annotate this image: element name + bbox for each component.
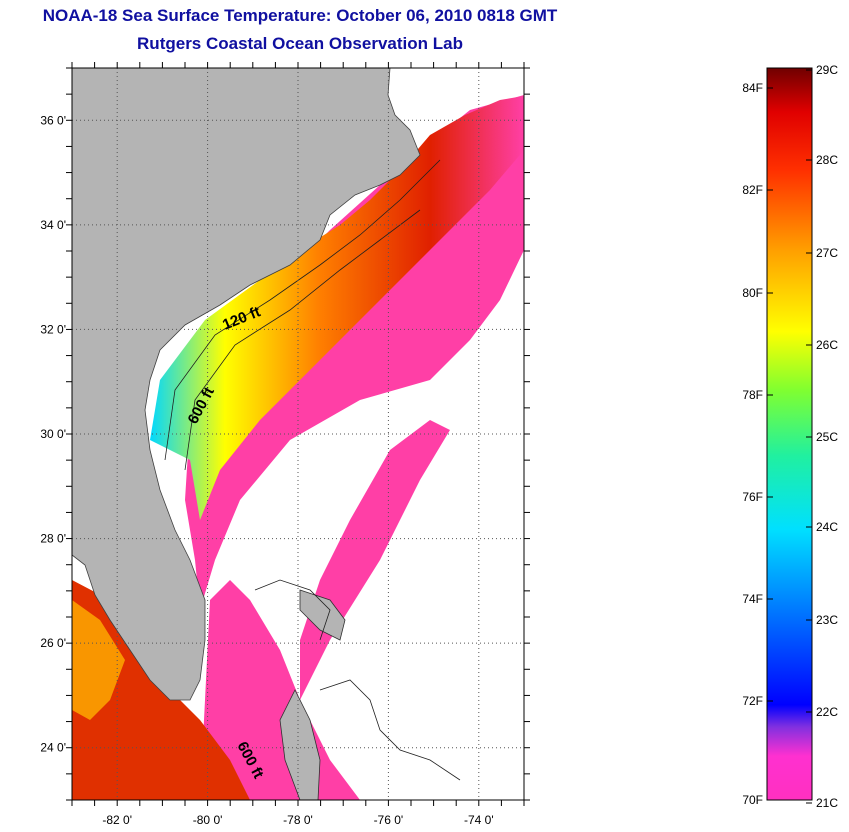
lat-tick-label: 24 0' [40, 741, 66, 755]
lat-tick-label: 32 0' [40, 322, 66, 336]
colorbar-label-c: 21C [816, 796, 838, 810]
lon-tick-label: -74 0' [464, 813, 494, 827]
contour-line [184, 209, 421, 471]
warm-shelf-water [150, 96, 524, 520]
colorbar-label-f: 82F [742, 183, 763, 197]
lon-tick-label: -76 0' [374, 813, 404, 827]
land-bahamas-2 [299, 589, 346, 641]
lat-tick-label: 26 0' [40, 636, 66, 650]
lat-tick-label: 30 0' [40, 427, 66, 441]
land-bahamas [279, 689, 321, 800]
contour-line [319, 679, 461, 781]
lat-tick-label: 28 0' [40, 532, 66, 546]
lat-tick-label: 34 0' [40, 218, 66, 232]
colorbar-labels: 84F 82F 80F 78F 76F 74F 72F 70F 29C 28C 27C 26C 25C 2… [742, 63, 838, 810]
contour-line [254, 579, 331, 641]
colorbar-label-c: 25C [816, 430, 838, 444]
colorbar-label-f: 70F [742, 793, 763, 807]
colorbar-label-f: 84F [742, 81, 763, 95]
cold-water-region [185, 95, 524, 800]
colorbar-label-c: 28C [816, 153, 838, 167]
colorbar-label-c: 27C [816, 246, 838, 260]
colorbar-label-c: 22C [816, 705, 838, 719]
map-ticks: 36 0' 34 0' 32 0' 30 0' 28 0' 26 0' 24 0' -82 0… [40, 62, 530, 827]
colorbar-label-f: 76F [742, 490, 763, 504]
colorbar-label-f: 78F [742, 388, 763, 402]
colorbar-label-c: 24C [816, 520, 838, 534]
gulf-yellow-water [72, 600, 125, 720]
cold-water-lobe [300, 420, 450, 700]
colorbar-label-f: 72F [742, 694, 763, 708]
land-mainland [72, 68, 421, 701]
map-grid [72, 68, 524, 800]
contour-line [164, 159, 441, 461]
map-title: NOAA-18 Sea Surface Temperature: October… [42, 6, 558, 25]
lon-tick-label: -82 0' [102, 813, 132, 827]
colorbar [766, 67, 813, 801]
lon-tick-label: -80 0' [193, 813, 223, 827]
colorbar-label-c: 23C [816, 613, 838, 627]
lat-tick-label: 36 0' [40, 113, 66, 127]
lon-tick-label: -78 0' [283, 813, 313, 827]
colorbar-label-f: 74F [742, 592, 763, 606]
colorbar-label-f: 80F [742, 286, 763, 300]
map-subtitle: Rutgers Coastal Ocean Observation Lab [137, 34, 463, 53]
colorbar-label-c: 26C [816, 338, 838, 352]
colorbar-label-c: 29C [816, 63, 838, 77]
